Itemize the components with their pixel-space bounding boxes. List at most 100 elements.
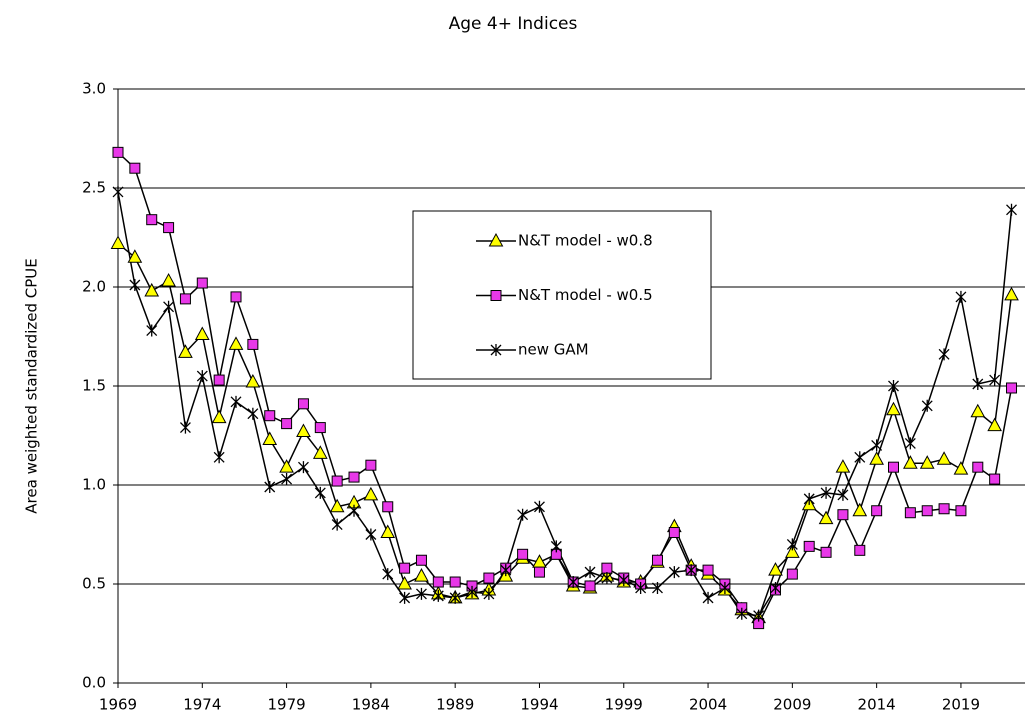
legend-marker (490, 290, 502, 301)
y-tick-label: 0.0 (82, 674, 106, 692)
marker (904, 437, 916, 450)
marker (903, 455, 918, 469)
marker (652, 581, 663, 594)
marker (211, 409, 227, 424)
marker (178, 344, 193, 358)
y-tick-label: 2.5 (82, 179, 106, 197)
marker (517, 548, 529, 560)
chart-title: Age 4+ Indices (449, 14, 578, 34)
marker (936, 451, 952, 465)
marker (970, 403, 986, 418)
marker (365, 459, 377, 471)
marker (989, 374, 1001, 387)
marker (414, 568, 429, 582)
marker (567, 576, 579, 589)
marker (820, 546, 832, 558)
marker (921, 399, 933, 412)
x-tick-label: 1999 (605, 696, 643, 714)
marker (702, 591, 714, 604)
marker (852, 502, 868, 517)
marker (837, 488, 849, 501)
marker (533, 566, 545, 578)
marker (382, 568, 394, 581)
marker (835, 459, 851, 473)
legend-marker (490, 344, 502, 356)
marker (837, 509, 849, 521)
marker (348, 471, 360, 483)
marker (668, 566, 680, 579)
marker (348, 504, 360, 517)
marker (196, 277, 208, 289)
marker (230, 291, 242, 303)
marker (144, 282, 160, 297)
marker (685, 564, 697, 577)
marker (247, 407, 259, 420)
marker (331, 518, 343, 531)
marker (904, 507, 916, 519)
marker (279, 459, 294, 473)
marker (921, 505, 933, 517)
legend-marker (488, 232, 504, 247)
marker (146, 214, 158, 226)
marker (919, 455, 935, 469)
marker (399, 591, 411, 604)
x-tick-label: 2004 (689, 696, 727, 714)
x-tick-label: 1979 (267, 696, 305, 714)
marker (500, 564, 512, 577)
marker (753, 609, 765, 622)
y-axis-label: Area weighted standardized CPUE (23, 258, 41, 513)
marker (719, 581, 731, 594)
y-tick-label: 1.0 (82, 476, 106, 494)
marker (483, 587, 495, 600)
marker (818, 510, 834, 525)
marker (483, 572, 495, 584)
marker (194, 326, 210, 341)
legend-label: N&T model - w0.8 (518, 232, 653, 250)
marker (618, 574, 630, 587)
marker (601, 572, 613, 585)
marker (786, 538, 798, 551)
marker (432, 576, 444, 588)
marker (888, 461, 900, 473)
x-tick-label: 1984 (352, 696, 390, 714)
marker (129, 162, 141, 174)
marker (449, 576, 461, 588)
marker (415, 587, 427, 600)
marker (331, 475, 343, 487)
marker (972, 461, 984, 473)
marker (550, 540, 562, 553)
marker (938, 348, 950, 361)
marker (517, 508, 529, 521)
marker (228, 336, 244, 350)
marker (112, 185, 124, 198)
series-line (117, 242, 1013, 619)
marker (820, 486, 832, 499)
plot-area: 0.0 0.5 1.0 1.5 2.0 2.5 3.0 1969 1974 1979 1984 198… (82, 80, 1025, 714)
marker (397, 575, 412, 590)
series-line (117, 151, 1013, 625)
marker (785, 544, 800, 558)
marker (264, 480, 276, 493)
marker (262, 431, 278, 445)
marker (987, 417, 1002, 432)
marker (296, 423, 311, 438)
x-tick-label: 1989 (436, 696, 474, 714)
marker (281, 418, 293, 430)
marker (770, 581, 781, 594)
legend-box (412, 210, 712, 380)
marker (297, 398, 309, 410)
marker (668, 527, 680, 539)
marker (871, 505, 883, 517)
x-tick-label: 2014 (858, 696, 896, 714)
marker (1004, 286, 1019, 301)
marker (213, 451, 225, 464)
marker (989, 473, 1001, 485)
marker (955, 505, 967, 517)
marker (161, 273, 176, 287)
marker (380, 524, 396, 539)
y-tick-label: 2.0 (82, 278, 106, 296)
legend-label: new GAM (518, 341, 589, 359)
y-tick-label: 3.0 (82, 80, 106, 98)
y-tick-label: 0.5 (82, 575, 106, 593)
